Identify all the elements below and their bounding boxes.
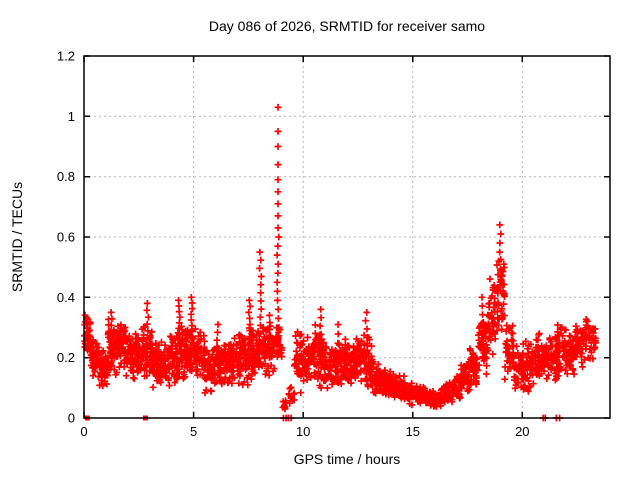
y-tick-label-1: 1 [68,109,75,124]
y-tick-label-0.2: 0.2 [57,350,75,365]
y-tick-label-0: 0 [68,411,75,426]
x-tick-label-15: 15 [406,424,420,439]
x-tick-label-10: 10 [296,424,310,439]
x-tick-label-5: 5 [190,424,197,439]
y-tick-labels: 0 0.2 0.4 0.6 0.8 1 1.2 [57,49,75,426]
y-tick-label-0.4: 0.4 [57,290,75,305]
x-tick-label-20: 20 [515,424,529,439]
chart-title: Day 086 of 2026, SRMTID for receiver sam… [209,18,485,34]
scatter-plus-markers [81,103,600,422]
y-tick-label-0.6: 0.6 [57,230,75,245]
x-tick-labels: 0 5 10 15 20 [80,424,529,439]
y-tick-label-0.8: 0.8 [57,169,75,184]
plot-border [83,55,611,419]
x-axis-label: GPS time / hours [294,451,401,467]
y-tick-label-1.2: 1.2 [57,49,75,64]
x-tick-label-0: 0 [80,424,87,439]
grid-path [84,56,610,418]
data-points [81,103,600,422]
gridlines [84,56,610,418]
y-axis-label: SRMTID / TECUs [9,182,25,292]
